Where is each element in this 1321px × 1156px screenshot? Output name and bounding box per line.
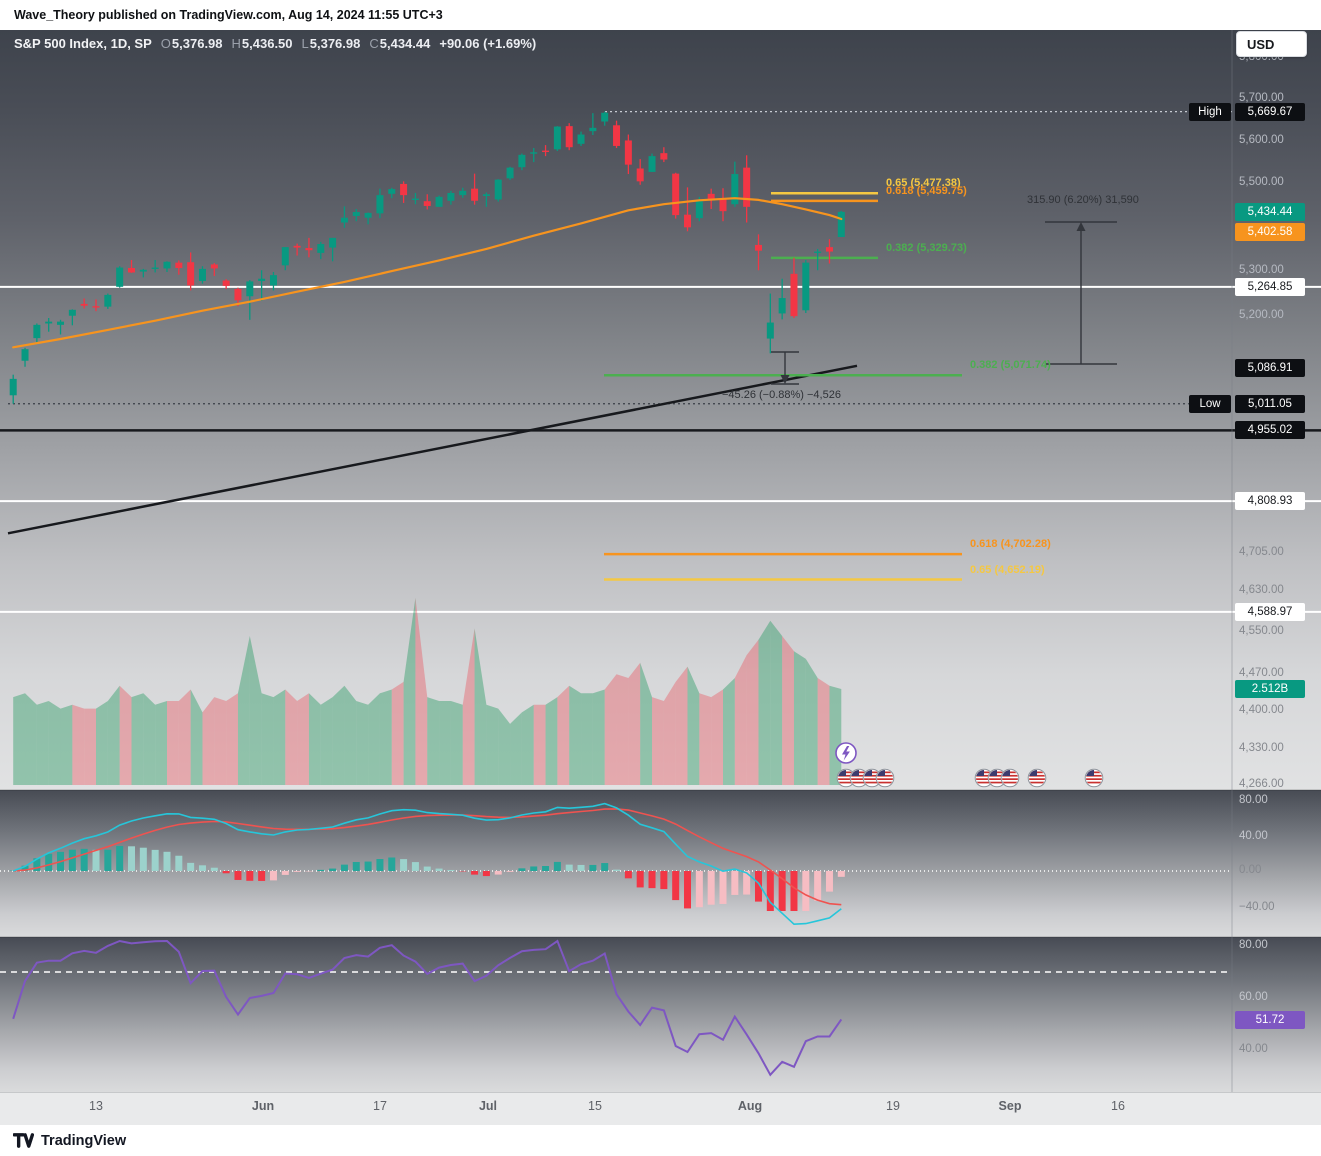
time-axis[interactable] [0,1092,1321,1125]
symbol-title[interactable]: S&P 500 Index, 1D, SP [14,36,152,51]
footer-bar: TradingView [0,1125,1321,1156]
ohlc-close: C5,434.44 [369,36,431,51]
currency-button[interactable]: USD [1236,31,1307,57]
attribution-bar: Wave_Theory published on TradingView.com… [0,0,1321,30]
tradingview-logo[interactable] [13,1132,34,1149]
ohlc-open: O5,376.98 [160,36,223,51]
main-chart-pane[interactable] [0,30,1321,790]
ohlc-high: H5,436.50 [231,36,293,51]
ohlc-low: L5,376.98 [301,36,361,51]
tradingview-brand[interactable]: TradingView [41,1132,127,1149]
change-value: +90.06 (+1.69%) [439,36,537,51]
macd-pane[interactable] [0,790,1321,937]
symbol-header: S&P 500 Index, 1D, SP O5,376.98 H5,436.5… [14,36,536,51]
rsi-pane[interactable] [0,937,1321,1092]
